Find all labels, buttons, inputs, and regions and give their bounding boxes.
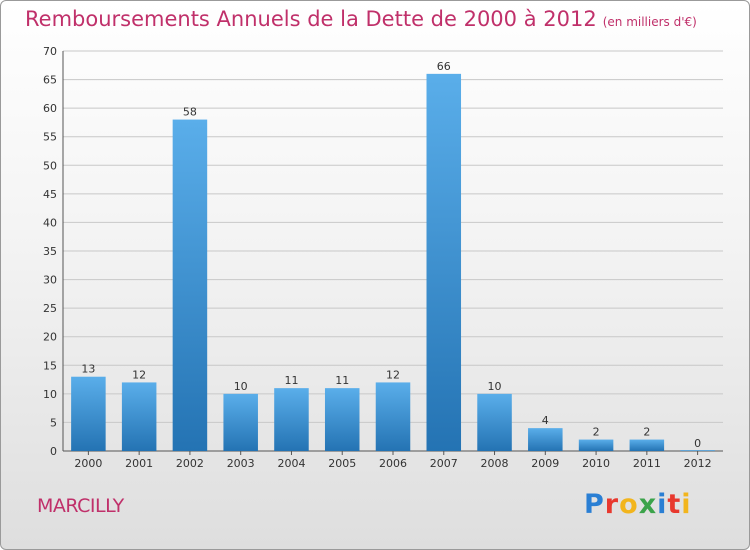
y-tick-label: 5 <box>50 416 57 429</box>
y-tick-label: 60 <box>43 102 57 115</box>
bar-2011 <box>629 439 665 451</box>
brand-letter: t <box>667 489 682 520</box>
y-tick-label: 0 <box>50 445 57 458</box>
bar-2002 <box>172 119 208 452</box>
data-label-2006: 12 <box>386 368 400 381</box>
y-tick-label: 50 <box>43 159 57 172</box>
chart-title: Remboursements Annuels de la Dette de 20… <box>25 7 697 31</box>
y-tick-label: 65 <box>43 74 57 87</box>
data-label-2010: 2 <box>593 426 600 439</box>
bar-2008 <box>477 393 512 451</box>
commune-name: MARCILLY <box>37 495 124 517</box>
brand-letter: o <box>619 489 639 520</box>
brand-letter: r <box>604 489 620 520</box>
x-tick-label-2010: 2010 <box>582 457 610 470</box>
y-tick-label: 40 <box>43 216 57 229</box>
bar-2009 <box>528 428 563 451</box>
x-tick-label-2007: 2007 <box>430 457 458 470</box>
bar-2006 <box>375 382 411 451</box>
x-tick-label-2002: 2002 <box>176 457 204 470</box>
y-tick-label: 25 <box>43 302 57 315</box>
y-tick-label: 30 <box>43 274 57 287</box>
brand-letter: i <box>657 489 668 520</box>
x-tick-label-2008: 2008 <box>481 457 509 470</box>
bar-2007 <box>426 73 462 451</box>
bar-2003 <box>223 393 258 451</box>
x-tick-label-2011: 2011 <box>633 457 661 470</box>
y-tick-label: 55 <box>43 131 57 144</box>
x-tick-label-2005: 2005 <box>328 457 356 470</box>
data-label-2004: 11 <box>284 374 298 387</box>
chart-subtitle: (en milliers d'€) <box>602 15 697 29</box>
x-tick-label-2004: 2004 <box>277 457 305 470</box>
y-tick-label: 45 <box>43 188 57 201</box>
data-label-2000: 13 <box>81 363 95 376</box>
x-tick-label-2012: 2012 <box>684 457 712 470</box>
brand-letter: x <box>638 489 658 520</box>
data-label-2001: 12 <box>132 368 146 381</box>
x-tick-label-2003: 2003 <box>227 457 255 470</box>
brand-logo: Proxiti <box>584 489 692 520</box>
data-label-2012: 0 <box>694 437 701 450</box>
y-tick-label: 10 <box>43 388 57 401</box>
bar-2000 <box>71 376 106 451</box>
data-label-2007: 66 <box>437 60 451 73</box>
x-tick-label-2000: 2000 <box>74 457 102 470</box>
y-tick-label: 70 <box>43 45 57 58</box>
bar-2012 <box>680 450 715 451</box>
chart-title-text: Remboursements Annuels de la Dette de 20… <box>25 7 597 31</box>
bar-2001 <box>121 382 157 451</box>
data-label-2002: 58 <box>183 106 197 119</box>
bar-2004 <box>274 388 309 451</box>
y-tick-label: 20 <box>43 331 57 344</box>
brand-letter: i <box>681 489 692 520</box>
y-tick-label: 35 <box>43 245 57 258</box>
bar-2010 <box>578 439 614 451</box>
y-tick-label: 15 <box>43 359 57 372</box>
x-tick-label-2006: 2006 <box>379 457 407 470</box>
data-label-2003: 10 <box>234 380 248 393</box>
data-label-2008: 10 <box>488 380 502 393</box>
data-label-2009: 4 <box>542 414 549 427</box>
x-tick-label-2009: 2009 <box>531 457 559 470</box>
brand-letter: P <box>584 489 605 520</box>
x-tick-label-2001: 2001 <box>125 457 153 470</box>
data-label-2005: 11 <box>335 374 349 387</box>
bar-2005 <box>324 388 360 451</box>
data-label-2011: 2 <box>643 426 650 439</box>
